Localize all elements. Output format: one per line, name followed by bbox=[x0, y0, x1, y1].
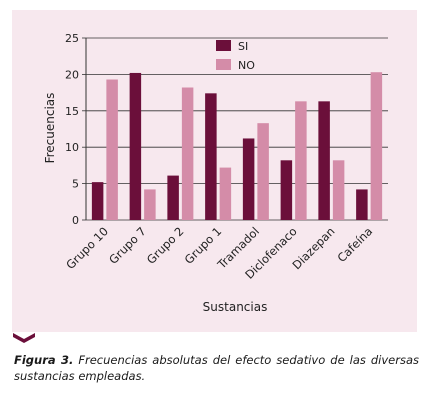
x-tick-label: Grupo 10 bbox=[63, 224, 111, 272]
x-axis-label: Sustancias bbox=[203, 300, 268, 314]
x-tick-label: Grupo 7 bbox=[106, 224, 149, 267]
bar-si bbox=[91, 182, 104, 220]
y-tick-label: 25 bbox=[65, 32, 79, 45]
bar-no bbox=[257, 123, 269, 220]
caption-label: Figura 3. bbox=[14, 353, 74, 367]
bar-no bbox=[332, 160, 345, 220]
legend: SI NO bbox=[216, 40, 255, 72]
bar-no bbox=[106, 79, 118, 220]
bar-no bbox=[144, 189, 156, 220]
bar-no bbox=[181, 87, 194, 220]
caption-text: Frecuencias absolutas del efecto sedativ… bbox=[14, 353, 419, 383]
bar-no bbox=[295, 101, 307, 220]
bar-si bbox=[356, 189, 368, 220]
legend-label: SI bbox=[238, 40, 248, 53]
bars bbox=[91, 72, 383, 220]
bar-si bbox=[318, 101, 330, 220]
bar-si bbox=[167, 175, 179, 220]
y-tick-label: 0 bbox=[72, 214, 79, 227]
bar-si bbox=[205, 93, 217, 220]
bar-si bbox=[242, 138, 255, 220]
legend-label: NO bbox=[238, 59, 255, 72]
chevron-down-icon bbox=[13, 333, 35, 343]
x-tick-label: Grupo 2 bbox=[144, 224, 187, 267]
bar-no bbox=[219, 167, 232, 220]
y-axis-label: Frecuencias bbox=[43, 93, 57, 164]
bar-si bbox=[280, 160, 293, 220]
y-tick-label: 15 bbox=[65, 105, 79, 118]
legend-swatch bbox=[216, 40, 231, 51]
legend-swatch bbox=[216, 59, 231, 70]
y-tick-label: 5 bbox=[72, 178, 79, 191]
bar-si bbox=[129, 72, 142, 220]
y-tick-label: 20 bbox=[65, 68, 79, 81]
x-tick-label: Cafeína bbox=[334, 224, 375, 265]
y-tick-label: 10 bbox=[65, 141, 79, 154]
figure-caption: Figura 3. Frecuencias absolutas del efec… bbox=[14, 352, 419, 384]
bar-no bbox=[370, 72, 383, 220]
